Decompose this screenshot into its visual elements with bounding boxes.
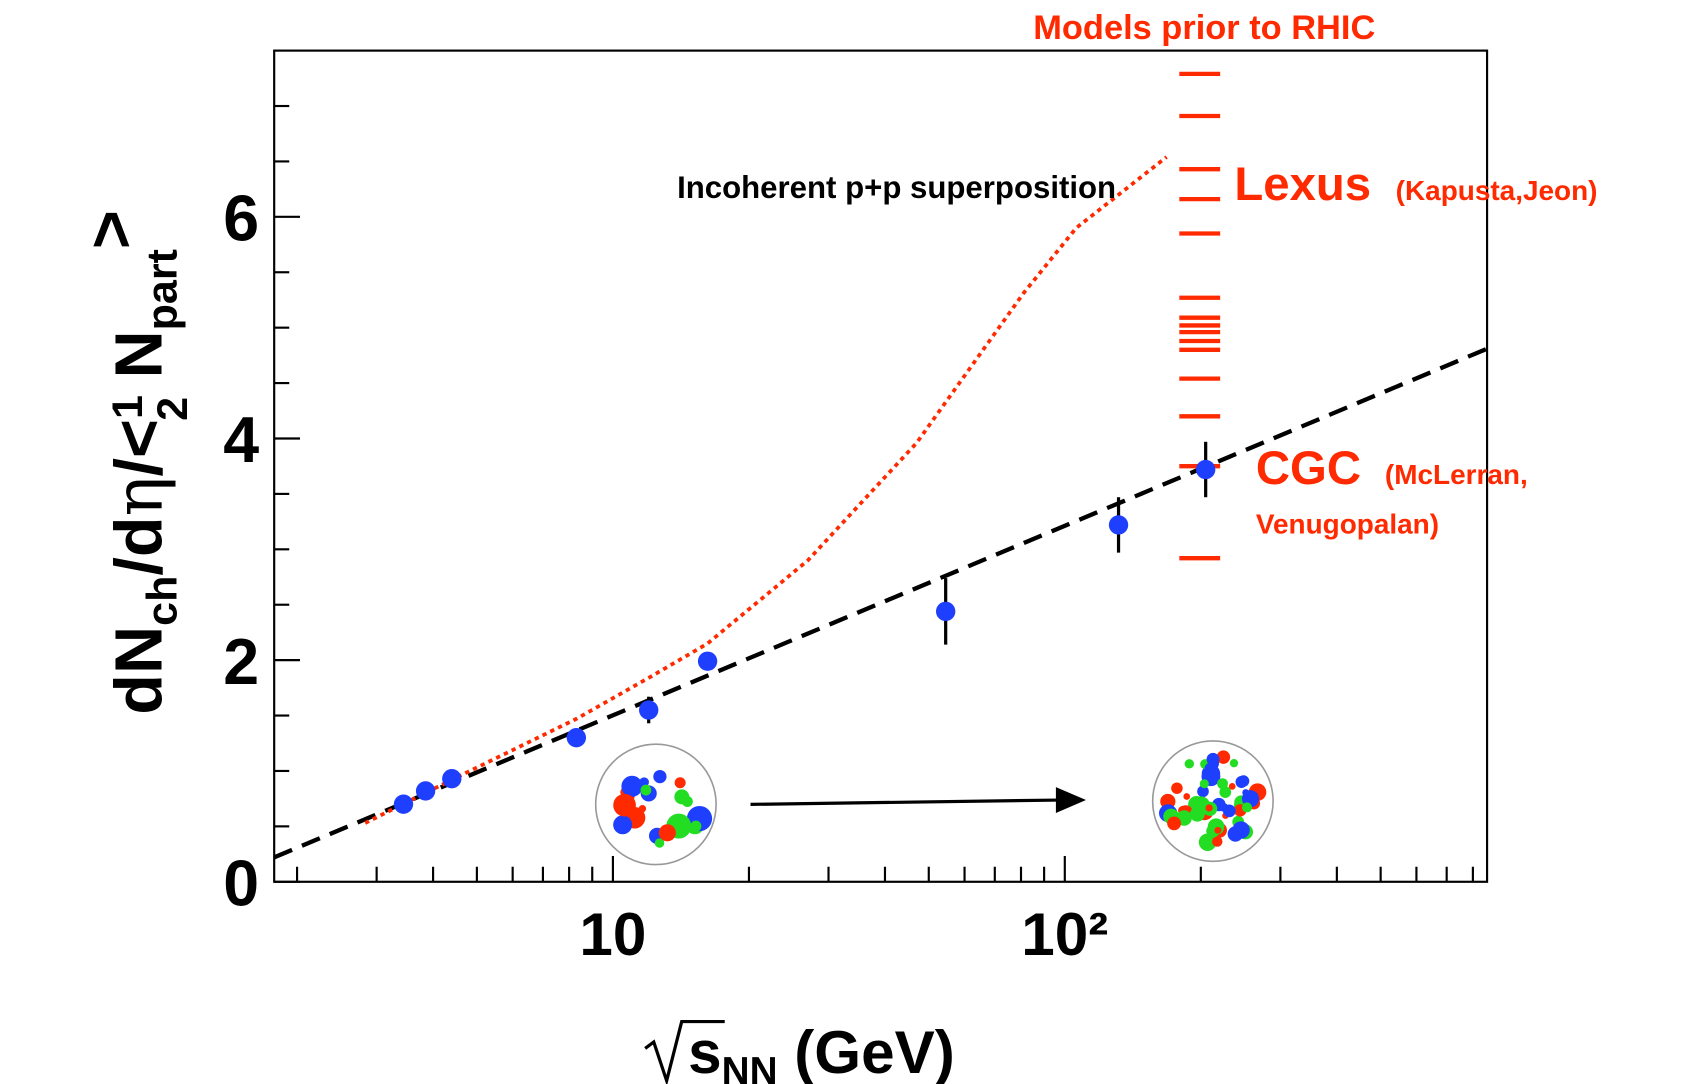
y-tick-label: 2	[223, 626, 259, 698]
nucleus-dot	[654, 838, 665, 848]
annotation: Venugopalan)	[1256, 508, 1439, 539]
nucleus-dot	[690, 820, 702, 832]
x-tick-label: 10	[579, 900, 646, 968]
nucleus-dot	[1247, 794, 1256, 804]
data-point	[697, 651, 718, 671]
nucleus-dot	[1232, 821, 1250, 839]
pp-label: Incoherent p+p superposition	[677, 170, 1116, 205]
nucleus-dot	[1242, 789, 1250, 797]
plot-frame	[273, 49, 1489, 883]
arrow	[750, 798, 1060, 806]
nucleus-dot	[1222, 804, 1236, 818]
nucleus-dot	[640, 784, 652, 796]
y-label-part: /d	[102, 516, 176, 575]
y-tick-label: 6	[223, 182, 259, 254]
data-point	[1108, 515, 1129, 535]
sqrt-sign	[644, 1019, 725, 1084]
nucleus-dot	[1199, 779, 1209, 789]
data-point	[639, 700, 659, 720]
data-point	[1195, 459, 1216, 480]
nucleus-dot	[1167, 816, 1181, 831]
annotation: (McLerran,	[1385, 459, 1528, 490]
y-label-part: ch	[138, 576, 186, 626]
y-label-part: η	[99, 476, 177, 516]
y-axis-label: dNch/dη/<12 Npart>	[74, 210, 197, 715]
nucleus-dot	[1204, 762, 1218, 777]
nucleus-dot	[1197, 785, 1209, 798]
fit-line	[273, 346, 1488, 860]
annotation: Lexus	[1234, 158, 1371, 211]
illustrations	[594, 740, 1274, 866]
data-point	[566, 728, 587, 748]
nucleus-dot	[1205, 804, 1213, 812]
annotation: CGC	[1256, 442, 1361, 495]
nucleus-dot	[674, 789, 690, 805]
data-point	[442, 769, 462, 789]
nucleus-dot	[1189, 806, 1205, 822]
nucleus-dot	[1229, 758, 1239, 768]
nucleus-dot	[1206, 752, 1220, 766]
y-label-part: part	[138, 249, 186, 330]
x-axis-label: sNN (GeV)	[688, 1018, 955, 1084]
x-label-part: NN	[722, 1050, 778, 1084]
nucleus-dot	[1228, 782, 1236, 790]
x-label-part: (GeV)	[778, 1018, 955, 1084]
nucleus-dot	[621, 775, 643, 797]
y-label-part: >	[74, 210, 148, 249]
nucleus-dot	[1184, 759, 1195, 769]
nucleus-dot	[1237, 775, 1250, 787]
y-label-part: N	[102, 330, 176, 397]
y-label-part: dN	[102, 626, 176, 715]
nucleus-dot	[674, 777, 686, 789]
nucleus-dot	[1212, 836, 1223, 847]
y-label-part: 2	[149, 397, 197, 421]
nucleus-dot	[1214, 826, 1222, 834]
arrow-head	[1055, 787, 1087, 813]
nucleus-dot	[1171, 782, 1183, 794]
annotation: (Kapusta,Jeon)	[1396, 175, 1598, 206]
y-label-part: /<	[102, 419, 176, 476]
nucleus-dot	[1219, 786, 1232, 798]
pp-curve	[364, 155, 1168, 825]
nucleus-dot	[653, 769, 667, 784]
x-tick-label: 10²	[1021, 900, 1108, 968]
y-tick-label: 0	[223, 847, 259, 919]
nucleus-dot	[1198, 833, 1217, 851]
nucleus-dot	[638, 805, 647, 813]
data-point	[415, 781, 436, 801]
data-point	[935, 601, 956, 622]
y-tick-label: 4	[223, 404, 259, 476]
nucleus-dot	[1183, 793, 1191, 800]
nucleus-dot	[613, 793, 636, 817]
nucleus-dot	[1241, 802, 1253, 813]
data-point	[393, 794, 414, 814]
y-label-part: 1	[104, 395, 152, 419]
nucleus-dot	[658, 824, 676, 842]
nucleus-dot	[1216, 750, 1231, 764]
models-label: Models prior to RHIC	[1033, 9, 1375, 47]
nucleus-dot	[613, 815, 633, 835]
x-label-part: s	[688, 1018, 721, 1084]
